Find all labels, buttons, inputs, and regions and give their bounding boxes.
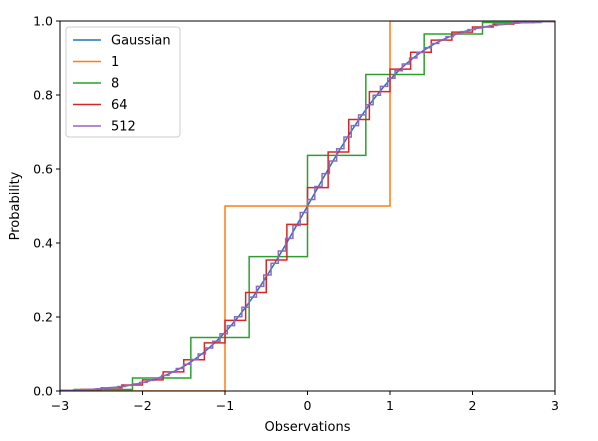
legend-label-1: 1 [111,55,119,70]
legend-label-Gaussian: Gaussian [111,34,171,49]
x-tick-label: 0 [304,398,312,413]
series-line-512 [60,21,555,391]
legend-box [65,26,181,138]
x-tick-label: −2 [133,398,151,413]
x-tick-label: 3 [551,398,559,413]
y-tick-label: 0.4 [33,236,53,251]
y-tick-label: 0.2 [33,310,53,325]
x-tick-label: −1 [216,398,234,413]
y-tick-label: 0.6 [33,162,53,177]
legend-label-512: 512 [111,120,136,135]
y-tick-label: 0.8 [33,88,53,103]
x-tick-label: 2 [469,398,477,413]
legend: Gaussian 1 8 64 512 [65,26,181,138]
y-tick-label: 0.0 [33,384,53,399]
legend-label-8: 8 [111,77,119,92]
x-tick-label: −3 [51,398,69,413]
y-tick-label: 1.0 [33,14,53,29]
legend-label-64: 64 [111,98,128,113]
y-axis: 0.0 0.2 0.4 0.6 0.8 1.0 [33,14,60,399]
x-axis-label: Observations [265,420,351,435]
y-axis-label: Probability [8,171,23,240]
series-layer [60,21,555,391]
x-tick-label: 1 [386,398,394,413]
x-axis: −3 −2 −1 0 1 2 3 [51,391,559,413]
